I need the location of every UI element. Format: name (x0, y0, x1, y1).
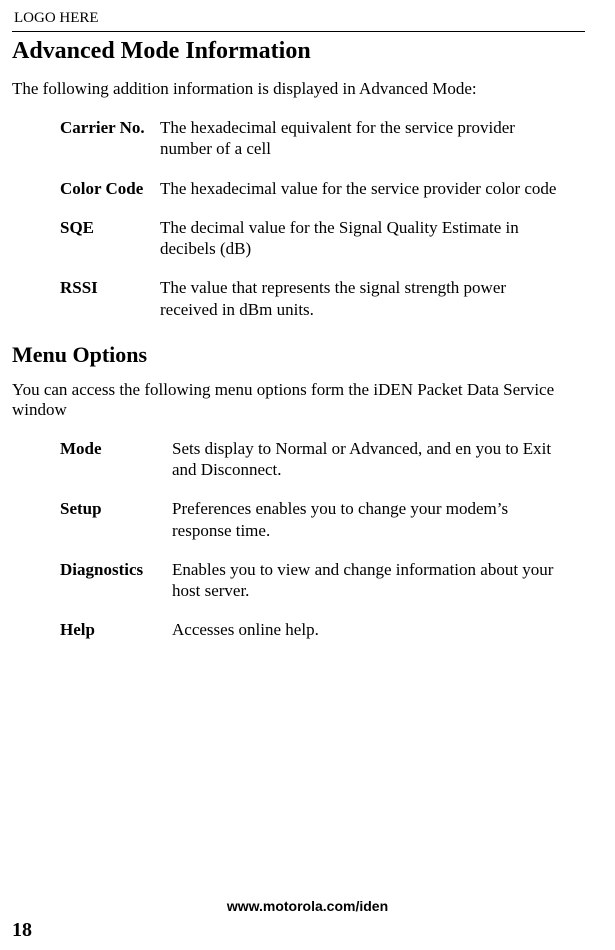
header-divider (12, 31, 585, 32)
section2-title: Menu Options (12, 342, 585, 368)
section1-title: Advanced Mode Information (12, 38, 585, 65)
def-desc: Accesses online help. (172, 619, 565, 640)
footer-url: www.motorola.com/iden (0, 898, 615, 914)
page-container: LOGO HERE Advanced Mode Information The … (0, 0, 615, 950)
def-desc: Sets display to Normal or Advanced, and … (172, 438, 565, 481)
def-term-mode: Mode (60, 438, 172, 481)
page-number: 18 (12, 919, 32, 942)
def-row: Diagnostics Enables you to view and chan… (60, 559, 565, 602)
def-row: RSSI The value that represents the signa… (60, 277, 565, 320)
def-term-sqe: SQE (60, 217, 160, 260)
def-term-carrier-no: Carrier No. (60, 117, 160, 160)
def-row: Carrier No. The hexadecimal equivalent f… (60, 117, 565, 160)
def-row: SQE The decimal value for the Signal Qua… (60, 217, 565, 260)
def-row: Help Accesses online help. (60, 619, 565, 640)
def-term-rssi: RSSI (60, 277, 160, 320)
def-desc: The value that represents the signal str… (160, 277, 565, 320)
def-row: Mode Sets display to Normal or Advanced,… (60, 438, 565, 481)
section2-intro: You can access the following menu option… (12, 380, 585, 420)
def-desc: Enables you to view and change informati… (172, 559, 565, 602)
menu-options-definitions: Mode Sets display to Normal or Advanced,… (60, 438, 565, 641)
def-term-color-code: Color Code (60, 178, 160, 199)
def-desc: Preferences enables you to change your m… (172, 498, 565, 541)
section1-intro: The following addition information is di… (12, 79, 585, 99)
def-desc: The hexadecimal equivalent for the servi… (160, 117, 565, 160)
def-row: Setup Preferences enables you to change … (60, 498, 565, 541)
def-term-setup: Setup (60, 498, 172, 541)
def-term-diagnostics: Diagnostics (60, 559, 172, 602)
advanced-mode-definitions: Carrier No. The hexadecimal equivalent f… (60, 117, 565, 320)
def-desc: The decimal value for the Signal Quality… (160, 217, 565, 260)
def-desc: The hexadecimal value for the service pr… (160, 178, 565, 199)
logo-placeholder: LOGO HERE (14, 10, 585, 27)
def-term-help: Help (60, 619, 172, 640)
def-row: Color Code The hexadecimal value for the… (60, 178, 565, 199)
